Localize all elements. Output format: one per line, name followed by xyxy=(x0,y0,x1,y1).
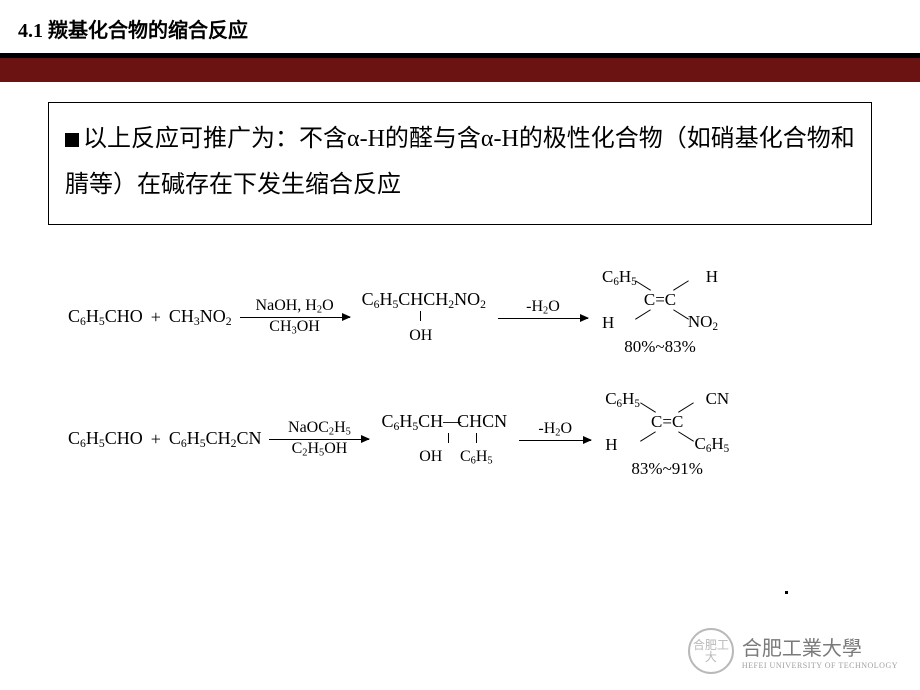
r2-plus: + xyxy=(151,429,161,450)
slide-section-title: 4.1 羰基化合物的缩合反应 xyxy=(0,0,920,53)
r1-center: C=C xyxy=(644,290,676,310)
note-part1: 以上反应可推广为：不含 xyxy=(83,126,347,152)
r2-arrow2-top: -H2O xyxy=(538,421,572,439)
seal-text: 合肥工大 xyxy=(690,639,732,663)
r1-int-sub: OH xyxy=(356,311,486,345)
note-h2: -H xyxy=(493,126,518,152)
r1-reactant-b: CH3NO2 xyxy=(169,306,232,328)
spacer xyxy=(541,320,545,336)
r1-arrow2-top: -H2O xyxy=(526,299,560,317)
r1-sub-br: NO2 xyxy=(688,312,718,333)
r2-arrow-2: -H2O xyxy=(519,421,591,458)
logo-cn: 合肥工業大學 xyxy=(742,632,898,661)
r2-alkene: C6H5 CN H C6H5 C=C xyxy=(603,393,731,451)
r2-reactant-b: C6H5CH2CN xyxy=(169,428,262,450)
r1-sub-tl: C6H5 xyxy=(602,267,637,288)
logo-en: HEFEI UNIVERSITY OF TECHNOLOGY xyxy=(742,661,898,670)
r2-yield: 83%~91% xyxy=(622,459,712,479)
r1-intermediate: C6H5CHCH2NO2 OH xyxy=(362,290,486,345)
arrow-line-icon xyxy=(240,317,350,318)
r1-sub-bl: H xyxy=(602,313,614,333)
r1-plus: + xyxy=(151,307,161,328)
r1-sub-tr: H xyxy=(706,267,718,287)
arrow-line-icon xyxy=(498,318,588,319)
r1-product: C6H5 H H NO2 C=C 80%~83% xyxy=(600,271,720,357)
arrow-line-icon xyxy=(519,440,591,441)
alpha-1: α xyxy=(347,126,360,152)
r2-product: C6H5 CN H C6H5 C=C 83%~91% xyxy=(603,393,731,479)
logo-text: 合肥工業大學 HEFEI UNIVERSITY OF TECHNOLOGY xyxy=(742,632,898,670)
alpha-2: α xyxy=(481,126,494,152)
r2-arrow1-bot: C2H5OH xyxy=(292,441,348,459)
r2-int-sub: OH C6H5 xyxy=(381,433,507,467)
r1-arrow1-top: NaOH, H2O xyxy=(256,298,334,316)
reaction-1: C6H5CHO + CH3NO2 NaOH, H2O CH3OH C6H5CHC… xyxy=(68,277,872,357)
r2-sub-tr: CN xyxy=(706,389,730,409)
note-mid: 的醛与含 xyxy=(385,126,481,152)
generalization-note: 以上反应可推广为：不含α-H的醛与含α-H的极性化合物（如硝基化合物和腈等）在碱… xyxy=(48,102,872,225)
r1-arrow1-bot: CH3OH xyxy=(269,319,320,337)
r2-int-main: C6H5CH—CHCN xyxy=(381,412,507,433)
r2-intermediate: C6H5CH—CHCN OH C6H5 xyxy=(381,412,507,467)
note-h1: -H xyxy=(360,126,385,152)
spacer xyxy=(553,442,557,458)
r2-sub-br: C6H5 xyxy=(695,434,730,455)
r2-reactant-a: C6H5CHO xyxy=(68,428,143,450)
section-number: 4.1 xyxy=(18,20,43,42)
r1-arrow-2: -H2O xyxy=(498,299,588,336)
r1-reactant-a: C6H5CHO xyxy=(68,306,143,328)
r1-yield: 80%~83% xyxy=(615,337,705,357)
reaction-2: C6H5CHO + C6H5CH2CN NaOC2H5 C2H5OH C6H5C… xyxy=(68,399,872,479)
university-logo: 合肥工大 合肥工業大學 HEFEI UNIVERSITY OF TECHNOLO… xyxy=(688,628,898,674)
logo-seal-icon: 合肥工大 xyxy=(688,628,734,674)
arrow-line-icon xyxy=(269,439,369,440)
r2-arrow-1: NaOC2H5 C2H5OH xyxy=(269,420,369,459)
r2-sub-tl: C6H5 xyxy=(605,389,640,410)
page-marker-icon xyxy=(785,591,788,594)
r2-center: C=C xyxy=(651,412,683,432)
r2-arrow1-top: NaOC2H5 xyxy=(288,420,351,438)
divider-red xyxy=(0,58,920,82)
slide-content: 以上反应可推广为：不含α-H的醛与含α-H的极性化合物（如硝基化合物和腈等）在碱… xyxy=(0,82,920,479)
r1-alkene: C6H5 H H NO2 C=C xyxy=(600,271,720,329)
r1-arrow-1: NaOH, H2O CH3OH xyxy=(240,298,350,337)
r2-sub-bl: H xyxy=(605,435,617,455)
bullet-icon xyxy=(65,133,79,147)
section-title-text: 羰基化合物的缩合反应 xyxy=(48,20,248,42)
r1-int-main: C6H5CHCH2NO2 xyxy=(362,290,486,311)
reaction-area: C6H5CHO + CH3NO2 NaOH, H2O CH3OH C6H5CHC… xyxy=(48,277,872,479)
